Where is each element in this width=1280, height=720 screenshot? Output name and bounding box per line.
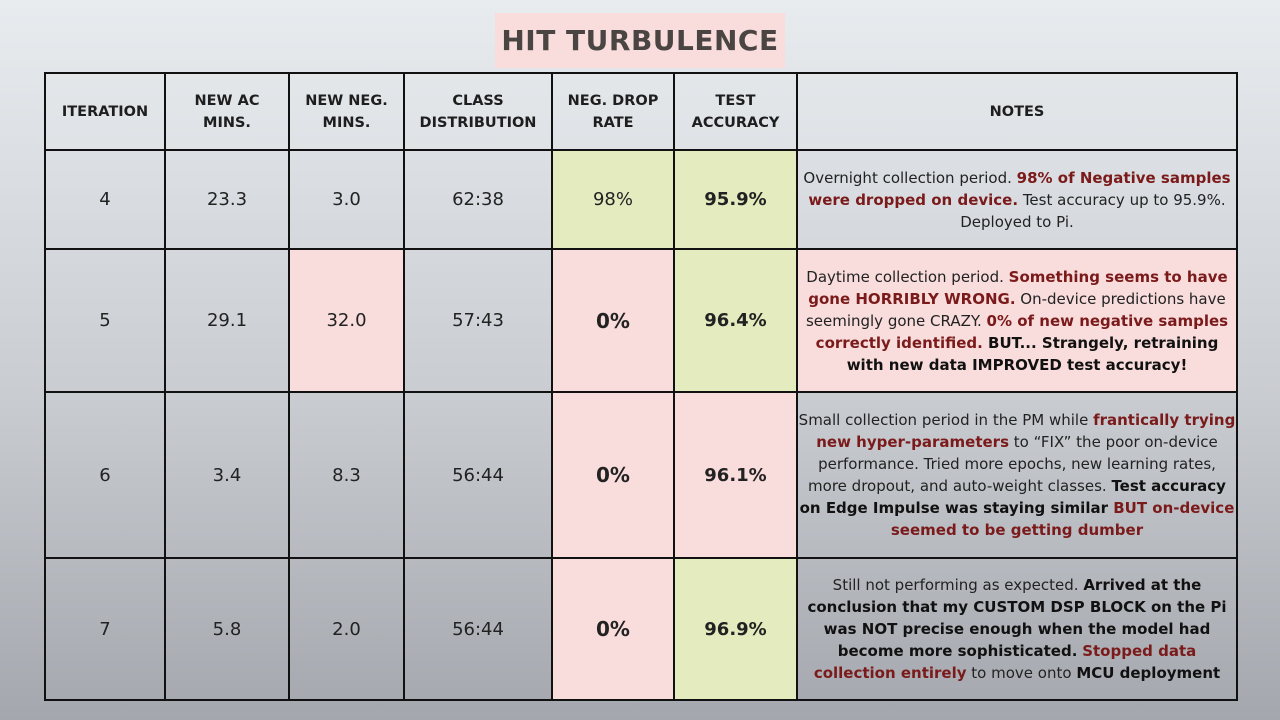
cell-class-distribution: 56:44 [403, 391, 553, 559]
header-neg-mins: NEW NEG. MINS. [288, 72, 405, 151]
cell-test-accuracy: 96.9% [673, 557, 798, 701]
cell-neg-drop-rate: 98% [551, 149, 675, 250]
cell-ac-mins: 3.4 [164, 391, 290, 559]
notes-segment: Test accuracy on Edge Impulse was stayin… [799, 477, 1226, 517]
cell-notes: Still not performing as expected. Arrive… [796, 557, 1238, 701]
notes-segment: 98% of Negative samples were dropped on … [808, 168, 1231, 209]
results-table: ITERATION NEW AC MINS. NEW NEG. MINS. CLAS… [44, 72, 1238, 701]
cell-test-accuracy: 96.4% [673, 248, 798, 393]
cell-neg-mins: 2.0 [288, 557, 405, 701]
cell-iteration: 6 [44, 391, 166, 559]
cell-notes: Daytime collection period. Something see… [796, 248, 1238, 393]
notes-segment: Stopped data collection entirely [813, 642, 1197, 682]
notes-segment: to move onto [966, 664, 1077, 682]
header-ac-mins: NEW AC MINS. [164, 72, 290, 151]
cell-neg-mins: 3.0 [288, 149, 405, 250]
title-box: HIT TURBULENCE [495, 13, 785, 68]
cell-iteration: 5 [44, 248, 166, 393]
notes-segment: to “FIX” the poor on-device performance.… [808, 433, 1218, 495]
notes-segment: frantically trying new hyper-parameters [816, 411, 1236, 451]
cell-notes: Overnight collection period. 98% of Nega… [796, 149, 1238, 250]
notes-segment: MCU deployment [1076, 664, 1221, 682]
header-class-distribution: CLASS DISTRIBUTION [403, 72, 553, 151]
cell-neg-drop-rate: 0% [551, 391, 675, 559]
cell-neg-mins: 32.0 [288, 248, 405, 393]
cell-class-distribution: 57:43 [403, 248, 553, 393]
cell-iteration: 7 [44, 557, 166, 701]
cell-notes: Small collection period in the PM while … [796, 391, 1238, 559]
notes-segment: BUT on-device seemed to be getting dumbe… [890, 499, 1235, 539]
notes-segment: Daytime collection period. [806, 267, 1009, 286]
table-row: 6 3.4 8.3 56:44 0% 96.1% Small collectio… [44, 391, 1238, 559]
table-row: 5 29.1 32.0 57:43 0% 96.4% Daytime colle… [44, 248, 1238, 393]
page-title: HIT TURBULENCE [501, 24, 779, 57]
cell-iteration: 4 [44, 149, 166, 250]
header-iteration: ITERATION [44, 72, 166, 151]
notes-segment: Arrived at the conclusion that my CUSTOM… [807, 576, 1227, 660]
notes-segment: Overnight collection period. [803, 168, 1017, 187]
notes-segment: Something seems to have gone HORRIBLY WR… [808, 267, 1228, 308]
cell-class-distribution: 62:38 [403, 149, 553, 250]
notes-segment: On-device predictions have seemingly gon… [805, 289, 1226, 330]
cell-neg-mins: 8.3 [288, 391, 405, 559]
header-row: ITERATION NEW AC MINS. NEW NEG. MINS. CLAS… [44, 72, 1238, 151]
cell-test-accuracy: 96.1% [673, 391, 798, 559]
notes-segment: Test accuracy up to 95.9%. Deployed to P… [960, 190, 1226, 231]
header-neg-drop-rate: NEG. DROP RATE [551, 72, 675, 151]
cell-ac-mins: 23.3 [164, 149, 290, 250]
notes-segment: Small collection period in the PM while [798, 411, 1094, 429]
cell-ac-mins: 29.1 [164, 248, 290, 393]
header-test-accuracy: TEST ACCURACY [673, 72, 798, 151]
cell-neg-drop-rate: 0% [551, 557, 675, 701]
cell-ac-mins: 5.8 [164, 557, 290, 701]
table-row: 4 23.3 3.0 62:38 98% 95.9% Overnight col… [44, 149, 1238, 250]
notes-segment: 0% of new negative samples correctly ide… [815, 311, 1229, 352]
notes-segment: Still not performing as expected. [832, 576, 1084, 594]
cell-class-distribution: 56:44 [403, 557, 553, 701]
notes-segment: BUT... Strangely, retraining with new da… [846, 333, 1219, 374]
table-row: 7 5.8 2.0 56:44 0% 96.9% Still not perfo… [44, 557, 1238, 701]
header-notes: NOTES [796, 72, 1238, 151]
cell-test-accuracy: 95.9% [673, 149, 798, 250]
cell-neg-drop-rate: 0% [551, 248, 675, 393]
